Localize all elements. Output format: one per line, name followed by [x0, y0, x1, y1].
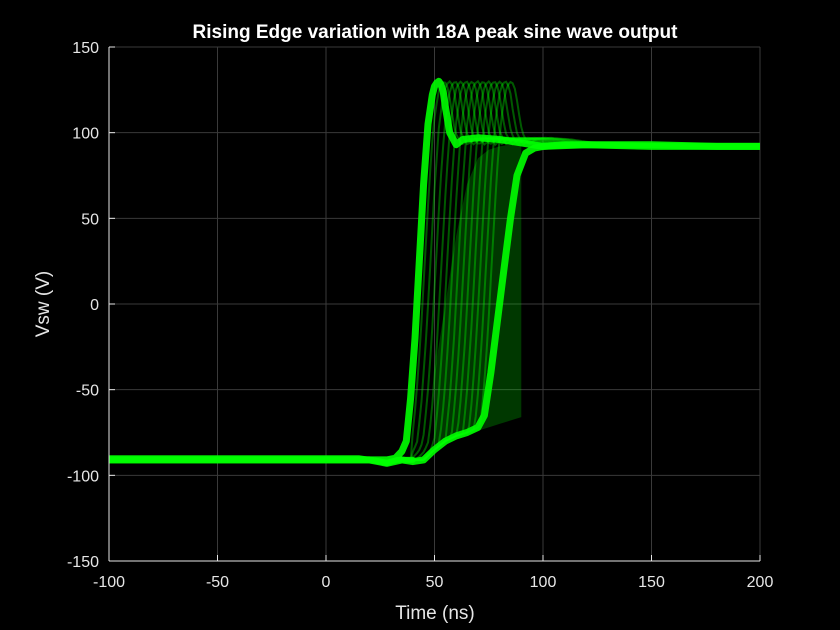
y-tick-label: 100: [72, 126, 99, 143]
y-tick-label: -50: [76, 383, 99, 400]
chart-title: Rising Edge variation with 18A peak sine…: [193, 22, 679, 43]
x-tick-label: 200: [747, 574, 774, 591]
transition-band-fill: [434, 144, 522, 452]
x-tick-label: 150: [638, 574, 665, 591]
x-tick-label: -50: [206, 574, 229, 591]
y-tick-label: 0: [90, 297, 99, 314]
axes: [108, 46, 761, 562]
y-tick-label: -100: [67, 468, 99, 485]
x-axis-label: Time (ns): [395, 603, 475, 624]
series-lines: [109, 77, 760, 467]
tick-labels: -100 -50 0 50 100 150 200 -150 -100 -50 0 50 100 150: [67, 40, 773, 591]
series-line-3: [109, 455, 416, 467]
x-tick-label: -100: [93, 574, 125, 591]
y-tick-label: -150: [67, 554, 99, 571]
y-axis-label: Vsw (V): [33, 271, 54, 338]
x-tick-label: 0: [322, 574, 331, 591]
x-tick-label: 50: [426, 574, 444, 591]
x-tick-label: 100: [530, 574, 557, 591]
y-tick-label: 150: [72, 40, 99, 57]
transition-band: [434, 144, 522, 452]
y-tick-label: 50: [81, 211, 99, 228]
